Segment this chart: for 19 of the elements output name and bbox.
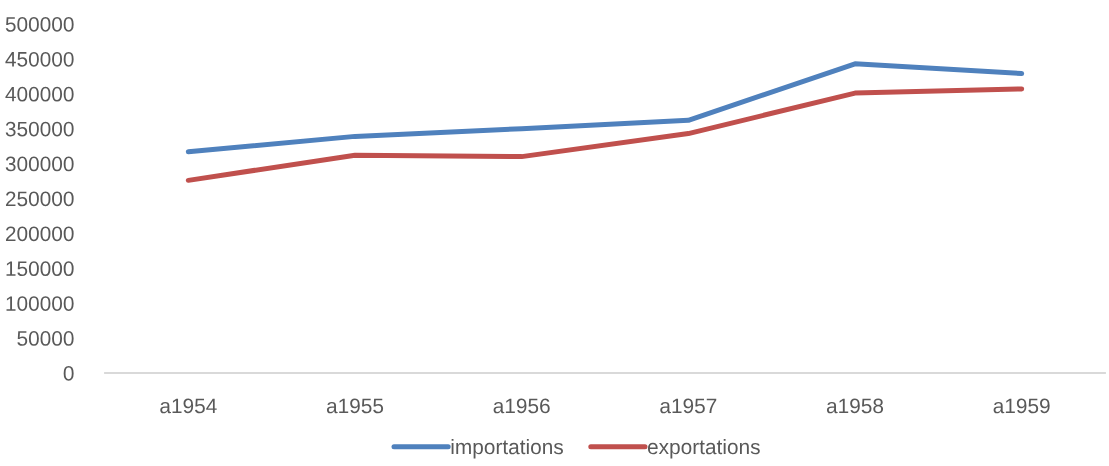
y-tick-label: 400000 [5, 86, 74, 102]
y-tick-label: 250000 [5, 191, 74, 207]
y-tick-label: 350000 [5, 121, 74, 137]
y-tick-label: 200000 [5, 226, 74, 242]
y-tick-label: 450000 [5, 51, 74, 67]
y-tick-label: 50000 [17, 331, 74, 346]
x-tick-label: a1958 [826, 398, 884, 414]
y-tick-label: 100000 [6, 296, 74, 311]
x-tick-label: a1956 [493, 398, 550, 414]
x-tick-label: a1954 [160, 398, 217, 414]
y-tick-label: 150000 [6, 261, 74, 277]
y-tick-label: 0 [63, 366, 74, 381]
x-tick-label: a1955 [326, 398, 384, 414]
legend-label: importations [451, 438, 563, 459]
legend-label: exportations [647, 438, 760, 459]
x-tick-label: a1957 [660, 398, 717, 414]
x-tick-label: a1959 [993, 398, 1050, 414]
y-tick-label: 500000 [5, 17, 74, 32]
y-tick-label: 300000 [5, 156, 74, 172]
